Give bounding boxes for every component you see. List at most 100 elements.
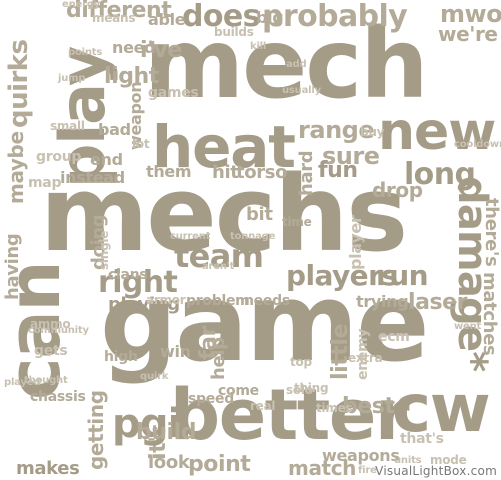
word-need: need [112,38,156,57]
word-players: players [286,259,398,292]
word-drop: drop [372,178,423,202]
word-look: look [148,452,190,473]
word-thats: that's [400,431,444,447]
word-top: top [290,355,312,369]
word-real: real [250,399,276,413]
word-having: having [2,233,23,300]
word-come: come [218,383,259,399]
word-speed: speed [188,391,234,407]
word-makes: makes [16,458,80,479]
word-kill: kill [250,41,267,52]
word-match: match [288,456,356,480]
word-add: add [286,59,307,70]
word-torso: torso [236,162,288,183]
word-extra: extra [348,351,383,365]
word-community: community [28,325,89,336]
word-ive: i've [140,38,182,63]
word-builds: builds [214,25,254,39]
word-getting: getting [84,390,108,470]
word-map: map [28,175,62,191]
word-instead: instead [60,168,125,187]
word-times: times [316,401,353,415]
word-laser: laser [408,290,468,315]
word-games: games [148,85,199,101]
word-buy: buy [360,125,385,139]
word-cw: cw [392,370,491,447]
word-mech: mech [144,8,429,120]
word-thought: thought [24,375,68,386]
word-point: point [188,452,251,477]
word-units: units [394,455,422,466]
word-usually: usually [282,85,321,96]
word-cooldown: cooldown [454,139,501,150]
word-high: high [104,349,138,365]
word-able: able [148,10,186,29]
word-weapons: weapons [322,446,400,465]
word-group: group [36,149,82,165]
word-needs: needs [244,293,290,309]
word-bad: bad [98,120,131,139]
word-time: time [282,215,312,229]
word-fun: fun [318,158,358,183]
word-thing: thing [294,381,329,395]
word-fire: fire [358,465,377,476]
word-armor: armor [146,293,186,307]
watermark: VisualLightBox.com [375,464,497,478]
word-jump: jump [58,73,86,84]
word-long: long [404,157,476,192]
word-lot: lot [132,137,150,151]
word-clans: clans [108,267,148,283]
word-mode: mode [430,453,467,467]
word-range: range [298,116,375,144]
word-current: current [170,231,211,242]
word-mechs: mechs [40,153,408,275]
word-right: right [98,265,178,300]
word-big: big [256,8,284,27]
word-theres: there's [481,198,501,267]
word-playing: playing [108,294,180,315]
word-matches: matches [479,272,500,356]
word-trying: trying [356,292,409,311]
word-played: played [4,377,41,388]
word-run: run [376,259,429,292]
word-problem: problem [186,293,250,309]
word-help: help [208,337,229,380]
word-tonnage: tonnage [230,231,276,242]
word-maybe: maybe [4,131,28,204]
word-best: best [342,394,395,419]
word-probably: probably [262,0,408,34]
word-small: small [50,119,85,133]
word-bit: bit [246,204,273,225]
word-team: team [174,237,264,275]
word-win: win [160,342,191,361]
word-quirk: quirk [140,371,169,382]
word-sure: sure [322,142,380,170]
word-energy: energy [62,0,101,10]
word-pgi: pgi [112,401,181,447]
word-points: points [68,47,103,58]
word-game: game [100,261,430,386]
word-better: better [170,374,410,456]
word-arent: aren't [202,261,235,272]
word-light: light [104,64,159,89]
word-were: we're [438,22,498,46]
word-does: does [182,0,260,34]
word-chassis: chassis [30,389,86,405]
word-ecm: ecm [378,329,410,345]
word-solo: solo [286,383,313,397]
word-them: them [146,162,192,181]
word-ammo: ammo [30,317,71,331]
word-quirks: quirks [4,39,34,128]
word-hit: hit [212,162,239,183]
word-new: new [378,102,496,162]
word-hard: hard [296,150,317,196]
word-different: different [66,0,172,23]
word-build: build [136,420,197,445]
word-heat: heat [152,113,296,181]
word-end: end [90,150,123,169]
word-means: means [92,11,136,25]
word-went: went [454,321,482,332]
word-gets: gets [34,343,68,359]
word-mwo: mwo [440,0,501,28]
